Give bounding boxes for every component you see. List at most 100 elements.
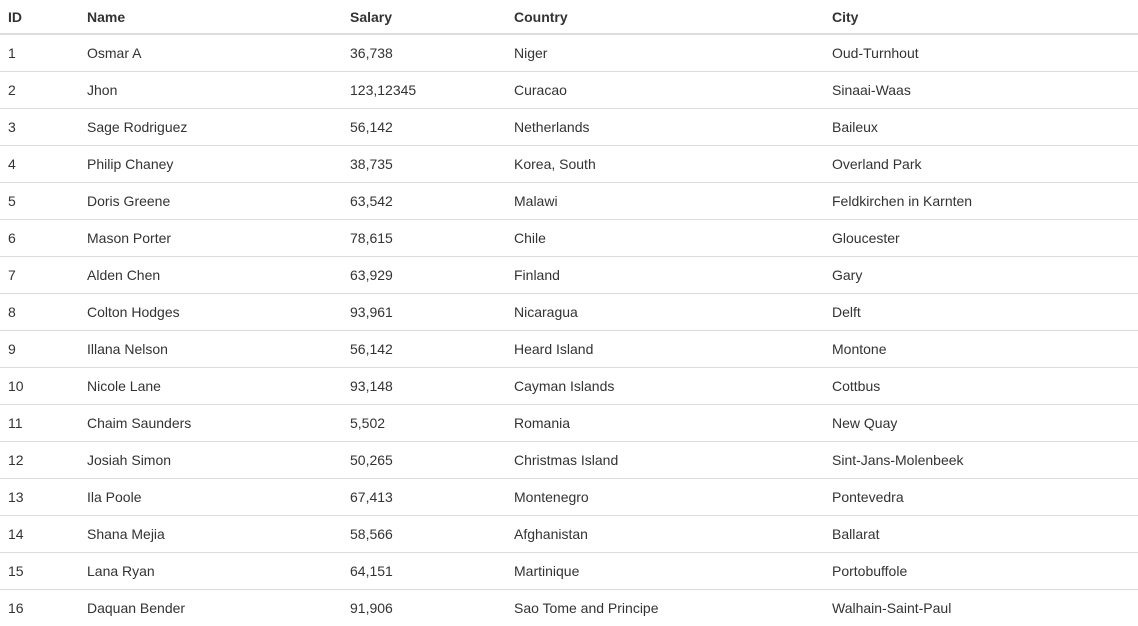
cell-city: Gary bbox=[824, 255, 1138, 293]
cell-country: Malawi bbox=[506, 181, 824, 219]
cell-name: Alden Chen bbox=[79, 255, 342, 293]
table-body: 1 Osmar A 36,738 Niger Oud-Turnhout 2 Jhon 123,… bbox=[0, 34, 1138, 626]
cell-country: Nicaragua bbox=[506, 292, 824, 330]
cell-id: 7 bbox=[0, 255, 79, 293]
cell-country: Finland bbox=[506, 255, 824, 293]
column-header-city: City bbox=[824, 0, 1138, 35]
cell-city: Sinaai-Waas bbox=[824, 70, 1138, 108]
cell-id: 10 bbox=[0, 366, 79, 404]
cell-city: Ballarat bbox=[824, 514, 1138, 552]
cell-country: Sao Tome and Principe bbox=[506, 588, 824, 626]
header-row: ID Name Salary Country City bbox=[0, 0, 1138, 35]
cell-city: Delft bbox=[824, 292, 1138, 330]
cell-id: 1 bbox=[8, 44, 16, 61]
cell-country: Romania bbox=[506, 403, 824, 441]
cell-id: 16 bbox=[0, 588, 79, 626]
cell-id: 15 bbox=[0, 551, 79, 589]
cell-city: Portobuffole bbox=[824, 551, 1138, 589]
table-row: 4 Philip Chaney 38,735 Korea, South Overland… bbox=[0, 144, 1138, 182]
cell-country: Netherlands bbox=[506, 107, 824, 145]
cell-salary: 64,151 bbox=[342, 551, 506, 589]
cell-id: 8 bbox=[0, 292, 79, 330]
cell-id: 2 bbox=[0, 70, 79, 108]
cell-salary: 91,906 bbox=[342, 588, 506, 626]
cell-salary: 56,142 bbox=[342, 329, 506, 367]
table-row: 13 Ila Poole 67,413 Montenegro Pontevedra bbox=[0, 477, 1138, 515]
cell-name: Mason Porter bbox=[79, 218, 342, 256]
cell-city: Feldkirchen in Karnten bbox=[824, 181, 1138, 219]
cell-salary: 78,615 bbox=[342, 218, 506, 256]
table-row: 8 Colton Hodges 93,961 Nicaragua Delft bbox=[0, 292, 1138, 330]
table-header: ID Name Salary Country City bbox=[0, 0, 1138, 35]
cell-city: Montone bbox=[824, 329, 1138, 367]
table-row: 15 Lana Ryan 64,151 Martinique Portobuffole bbox=[0, 551, 1138, 589]
cell-country: Cayman Islands bbox=[506, 366, 824, 404]
table-row: 3 Sage Rodriguez 56,142 Netherlands Baileux bbox=[0, 107, 1138, 145]
table-row: 10 Nicole Lane 93,148 Cayman Islands Cottbus bbox=[0, 366, 1138, 404]
cell-salary: 5,502 bbox=[342, 403, 506, 441]
cell-country: Christmas Island bbox=[506, 440, 824, 478]
cell-id: 5 bbox=[0, 181, 79, 219]
table-row: 9 Illana Nelson 56,142 Heard Island Montone bbox=[0, 329, 1138, 367]
cell-country: Korea, South bbox=[506, 144, 824, 182]
cell-city: Sint-Jans-Molenbeek bbox=[824, 440, 1138, 478]
cell-id: 14 bbox=[0, 514, 79, 552]
cell-city: Overland Park bbox=[824, 144, 1138, 182]
cell-city: Cottbus bbox=[824, 366, 1138, 404]
column-header-name: Name bbox=[79, 0, 342, 35]
table-row: 14 Shana Mejia 58,566 Afghanistan Ballarat bbox=[0, 514, 1138, 552]
cell-name: Osmar A bbox=[87, 44, 142, 61]
column-header-id: ID bbox=[0, 0, 79, 35]
cell-id: 9 bbox=[0, 329, 79, 367]
cell-name: Lana Ryan bbox=[79, 551, 342, 589]
cell-country: Heard Island bbox=[506, 329, 824, 367]
column-header-country: Country bbox=[506, 0, 824, 35]
cell-name: Daquan Bender bbox=[79, 588, 342, 626]
cell-name: Shana Mejia bbox=[79, 514, 342, 552]
table-row: 5 Doris Greene 63,542 Malawi Feldkirchen in … bbox=[0, 181, 1138, 219]
cell-city: Pontevedra bbox=[824, 477, 1138, 515]
cell-salary: 58,566 bbox=[342, 514, 506, 552]
cell-id: 11 bbox=[0, 403, 79, 441]
cell-name: Chaim Saunders bbox=[79, 403, 342, 441]
cell-name: Nicole Lane bbox=[79, 366, 342, 404]
cell-city: New Quay bbox=[824, 403, 1138, 441]
table-row: 2 Jhon 123,12345 Curacao Sinaai-Waas bbox=[0, 70, 1138, 108]
table-row: 11 Chaim Saunders 5,502 Romania New Quay bbox=[0, 403, 1138, 441]
table-row: 1 Osmar A 36,738 Niger Oud-Turnhout bbox=[0, 34, 1138, 71]
cell-country: Afghanistan bbox=[506, 514, 824, 552]
cell-country: Curacao bbox=[506, 70, 824, 108]
cell-salary: 36,738 bbox=[350, 44, 393, 61]
cell-name: Doris Greene bbox=[79, 181, 342, 219]
cell-id: 3 bbox=[0, 107, 79, 145]
cell-city: Oud-Turnhout bbox=[832, 44, 919, 61]
cell-name: Ila Poole bbox=[79, 477, 342, 515]
table-row: 16 Daquan Bender 91,906 Sao Tome and Princi… bbox=[0, 588, 1138, 626]
cell-salary: 56,142 bbox=[342, 107, 506, 145]
table-row: 12 Josiah Simon 50,265 Christmas Island Sint… bbox=[0, 440, 1138, 478]
cell-id: 6 bbox=[0, 218, 79, 256]
cell-salary: 93,148 bbox=[342, 366, 506, 404]
cell-name: Illana Nelson bbox=[79, 329, 342, 367]
table-row: 7 Alden Chen 63,929 Finland Gary bbox=[0, 255, 1138, 293]
column-header-salary: Salary bbox=[342, 0, 506, 35]
cell-country: Montenegro bbox=[506, 477, 824, 515]
cell-name: Philip Chaney bbox=[79, 144, 342, 182]
cell-country: Chile bbox=[506, 218, 824, 256]
cell-salary: 67,413 bbox=[342, 477, 506, 515]
cell-id: 4 bbox=[0, 144, 79, 182]
cell-salary: 93,961 bbox=[342, 292, 506, 330]
cell-salary: 38,735 bbox=[342, 144, 506, 182]
cell-id: 13 bbox=[0, 477, 79, 515]
cell-city: Gloucester bbox=[824, 218, 1138, 256]
cell-name: Josiah Simon bbox=[79, 440, 342, 478]
cell-salary: 63,929 bbox=[342, 255, 506, 293]
cell-salary: 123,12345 bbox=[342, 70, 506, 108]
cell-salary: 63,542 bbox=[342, 181, 506, 219]
cell-name: Colton Hodges bbox=[79, 292, 342, 330]
cell-country: Niger bbox=[514, 44, 548, 61]
cell-name: Sage Rodriguez bbox=[79, 107, 342, 145]
cell-country: Martinique bbox=[506, 551, 824, 589]
cell-name: Jhon bbox=[79, 70, 342, 108]
